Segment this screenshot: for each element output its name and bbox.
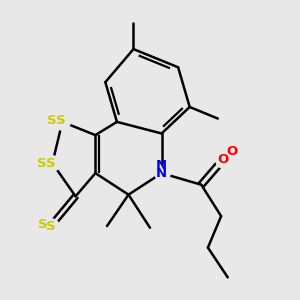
Text: S: S	[56, 114, 65, 127]
Text: S: S	[38, 218, 47, 231]
Text: O: O	[227, 145, 238, 158]
Text: N: N	[156, 158, 167, 172]
Text: N: N	[156, 167, 167, 180]
Text: O: O	[217, 153, 228, 167]
Text: S: S	[37, 157, 46, 170]
Text: S: S	[47, 114, 56, 127]
Text: S: S	[46, 157, 56, 170]
Text: S: S	[46, 220, 56, 232]
